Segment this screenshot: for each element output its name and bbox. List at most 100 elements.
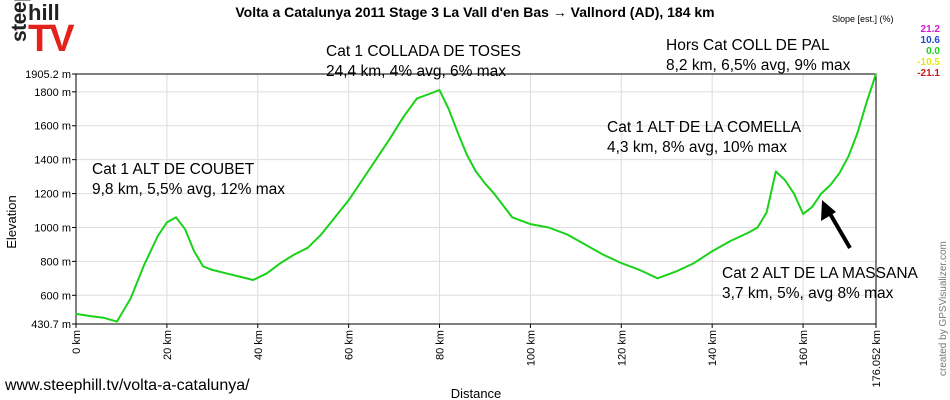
elevation-point	[402, 116, 404, 119]
elevation-point	[447, 107, 450, 110]
legend-item: 21.2	[920, 24, 940, 35]
elevation-point	[602, 253, 604, 256]
elevation-point	[156, 235, 159, 237]
elevation-point	[784, 179, 786, 181]
elevation-point	[656, 277, 659, 280]
elevation-point	[729, 240, 732, 242]
elevation-point	[334, 216, 336, 219]
elevation-point	[802, 213, 804, 215]
x-tick-label: 40 km	[253, 330, 265, 360]
elevation-point	[765, 211, 768, 214]
legend-item: -21.1	[917, 68, 940, 79]
x-tick-label: 60 km	[344, 330, 356, 360]
elevation-point	[529, 223, 532, 225]
elevation-point	[584, 243, 586, 246]
elevation-point	[252, 279, 255, 281]
elevation-point	[820, 192, 823, 195]
elevation-point	[793, 192, 795, 195]
elevation-point	[475, 170, 477, 173]
chart-title: Volta a Catalunya 2011 Stage 3 La Vall d…	[235, 4, 715, 20]
chart-grid	[76, 74, 876, 324]
elevation-point	[620, 262, 623, 264]
elevation-point	[438, 89, 441, 91]
elevation-point	[175, 216, 177, 219]
y-tick-label: 1000 m	[34, 222, 71, 234]
elevation-point	[266, 272, 268, 275]
legend-item: 0.0	[926, 46, 940, 57]
elevation-point	[211, 269, 214, 271]
elevation-point	[416, 97, 418, 100]
annotation-comella: Cat 1 ALT DE LA COMELLA 4,3 km, 8% avg, …	[607, 118, 801, 158]
elevation-point	[693, 262, 695, 264]
y-tick-label: 1905.2 m	[25, 69, 71, 81]
x-axis-label: Distance	[451, 386, 502, 400]
elevation-point	[875, 73, 877, 75]
elevation-point	[484, 182, 486, 185]
elevation-point	[202, 265, 205, 268]
elevation-point	[75, 313, 77, 315]
annotation-massana-stats: 3,7 km, 5%, avg 8% max	[722, 285, 894, 302]
elevation-point	[361, 179, 364, 181]
x-tick-label: 160 km	[798, 330, 810, 366]
elevation-point	[565, 233, 568, 236]
annotation-coll-de-pal: Hors Cat COLL DE PAL 8,2 km, 6,5% avg, 9…	[666, 36, 850, 76]
footer-url-link[interactable]: www.steephill.tv/volta-a-catalunya/	[5, 377, 250, 394]
arrow-head	[821, 200, 836, 221]
steephill-tv-logo[interactable]: hill steep TV	[8, 0, 75, 60]
y-axis-label: Elevation	[4, 195, 19, 248]
x-tick-label: 20 km	[162, 330, 174, 360]
y-tick-label: 1200 m	[34, 189, 71, 201]
y-tick-label: 800 m	[40, 256, 71, 268]
x-tick-label: 176.052 km	[871, 330, 883, 387]
elevation-point	[347, 199, 350, 202]
elevation-point	[388, 138, 391, 141]
annotation-toses: Cat 1 COLLADA DE TOSES 24,4 km, 4% avg, …	[326, 42, 521, 82]
elevation-point	[238, 275, 241, 278]
elevation-point	[293, 253, 295, 256]
annotation-coll-de-pal-stats: 8,2 km, 6,5% avg, 9% max	[666, 57, 851, 74]
x-tick-label: 0 km	[71, 330, 83, 354]
x-tick-label: 80 km	[435, 330, 447, 360]
annotation-comella-stats: 4,3 km, 8% avg, 10% max	[607, 139, 788, 156]
elevation-point	[429, 92, 432, 95]
elevation-point	[638, 269, 641, 271]
elevation-point	[193, 250, 195, 253]
y-tick-label: 430.7 m	[31, 319, 71, 331]
y-tick-label: 1800 m	[34, 87, 71, 99]
elevation-point	[774, 170, 777, 173]
elevation-point	[547, 226, 550, 229]
chart-axes	[72, 73, 877, 328]
x-tick-labels: 0 km 20 km 40 km 60 km 80 km 100 km 120 km 140 …	[71, 330, 883, 387]
legend-item: 10.6	[920, 35, 940, 46]
slope-legend: Slope [est.] (%) 21.2 10.6 0.0 -10.5 -21.1	[832, 14, 944, 79]
massana-arrow	[821, 200, 852, 250]
annotation-massana: Cat 2 ALT DE LA MASSANA 3,7 km, 5%, avg …	[722, 264, 918, 304]
elevation-point	[829, 184, 832, 186]
elevation-point	[711, 250, 713, 253]
x-tick-label: 100 km	[525, 330, 537, 366]
logo-tv-text: TV	[28, 18, 75, 60]
legend-title: Slope [est.] (%)	[832, 14, 894, 24]
elevation-point	[756, 226, 759, 229]
x-tick-label: 120 km	[616, 330, 628, 366]
elevation-point	[225, 272, 227, 275]
y-tick-label: 600 m	[40, 290, 71, 302]
annotation-massana-name: Cat 2 ALT DE LA MASSANA	[722, 265, 918, 282]
annotation-comella-name: Cat 1 ALT DE LA COMELLA	[607, 119, 802, 136]
x-tick-label: 140 km	[707, 330, 719, 366]
elevation-point	[279, 262, 282, 264]
y-tick-label: 1600 m	[34, 121, 71, 133]
annotation-coubet: Cat 1 ALT DE COUBET 9,8 km, 5,5% avg, 12…	[92, 160, 285, 200]
elevation-point	[747, 231, 750, 234]
elevation-point	[865, 101, 868, 103]
plot-frame	[75, 73, 877, 325]
elevation-point	[184, 228, 186, 230]
credit-text: created by GPSVisualizer.com	[938, 241, 949, 376]
annotation-coll-de-pal-name: Hors Cat COLL DE PAL	[666, 37, 830, 54]
annotation-toses-name: Cat 1 COLLADA DE TOSES	[326, 43, 521, 60]
elevation-point	[375, 158, 377, 161]
elevation-point	[811, 206, 813, 208]
chart-series	[75, 73, 877, 323]
